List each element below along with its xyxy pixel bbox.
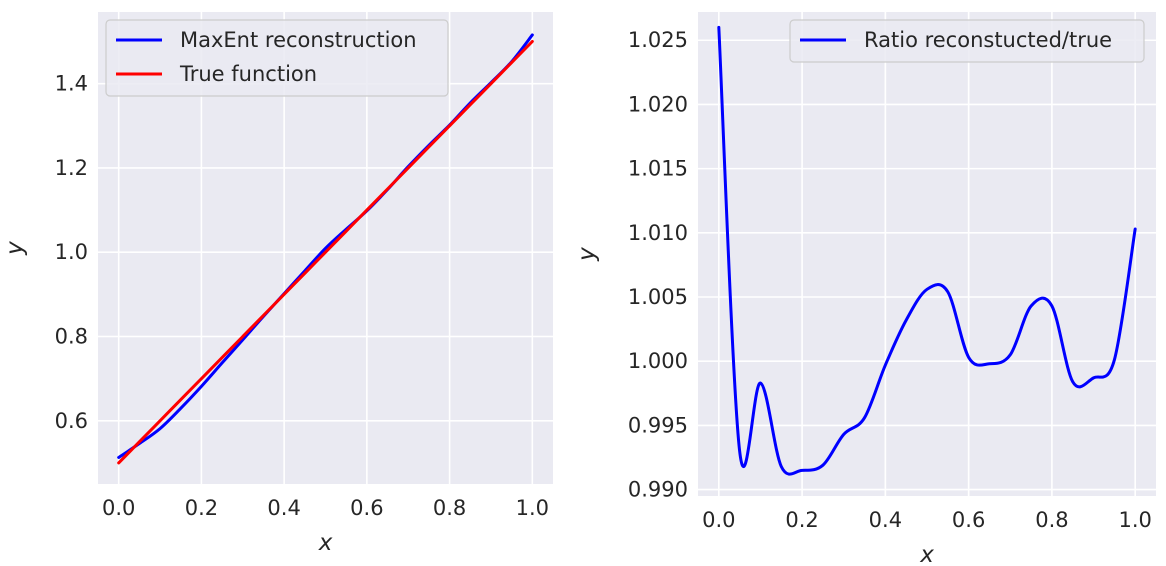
x-tick-label: 0.0: [102, 496, 135, 520]
series-line-2: [117, 40, 534, 465]
y-axis-label: y: [2, 241, 28, 256]
x-tick-label: 0.0: [702, 508, 735, 532]
legend: MaxEnt reconstruction True function: [105, 19, 449, 97]
x-axis-label: x: [919, 542, 934, 566]
left-plot-panel: 0.0 0.2 0.4 0.6 0.8 1.0 0.6 0.8 1.0 1.2 1.4 x y MaxEn…: [2, 12, 553, 556]
legend-label: True function: [179, 62, 317, 86]
y-tick-label: 1.025: [628, 28, 688, 52]
y-tick-label: 0.990: [628, 478, 688, 502]
y-tick-label: 1.020: [628, 92, 688, 116]
legend-box: [789, 19, 1145, 63]
y-tick-label: 1.015: [628, 157, 688, 181]
x-tick-label: 0.8: [433, 496, 466, 520]
x-tick-label: 1.0: [1118, 508, 1151, 532]
x-tick-label: 0.6: [350, 496, 383, 520]
legend-label: Ratio reconstucted/true: [864, 28, 1112, 52]
y-tick-label: 1.2: [55, 156, 88, 180]
legend-box: [105, 19, 449, 97]
plot-area: [698, 12, 1156, 496]
y-axis-label: y: [574, 247, 600, 262]
y-tick-label: 0.8: [55, 325, 88, 349]
y-tick-label: 1.0: [55, 240, 88, 264]
y-tick-label: 1.000: [628, 349, 688, 373]
series-line-1: [717, 25, 1137, 476]
legend: Ratio reconstucted/true: [789, 19, 1145, 63]
x-tick-label: 0.6: [952, 508, 985, 532]
x-tick-label: 0.2: [785, 508, 818, 532]
y-tick-label: 1.005: [628, 285, 688, 309]
y-tick-label: 1.010: [628, 221, 688, 245]
right-plot-panel: 0.0 0.2 0.4 0.6 0.8 1.0 0.990 0.995 1.000 1.005 1.…: [574, 12, 1156, 566]
x-tick-label: 0.4: [267, 496, 300, 520]
x-axis-label: x: [318, 530, 333, 556]
x-tick-label: 0.2: [185, 496, 218, 520]
legend-label: MaxEnt reconstruction: [180, 28, 417, 52]
y-tick-label: 0.995: [628, 413, 688, 437]
y-tick-label: 0.6: [55, 409, 88, 433]
y-tick-label: 1.4: [55, 72, 88, 96]
x-tick-label: 0.8: [1035, 508, 1068, 532]
x-tick-label: 0.4: [869, 508, 902, 532]
x-tick-label: 1.0: [516, 496, 549, 520]
